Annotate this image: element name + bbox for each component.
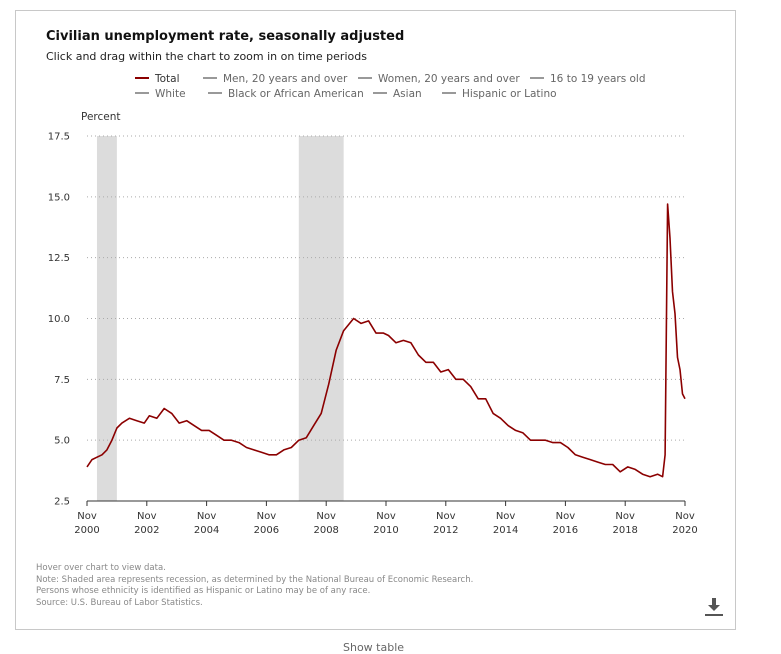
series-line-total — [86, 203, 686, 478]
legend-swatch — [135, 77, 149, 79]
legend-label: 16 to 19 years old — [550, 73, 646, 85]
x-tick-year: 2010 — [373, 525, 398, 536]
download-icon[interactable] — [703, 596, 725, 618]
legend-label: Hispanic or Latino — [462, 88, 557, 100]
x-tick-year: 2004 — [194, 525, 219, 536]
x-tick-year: 2000 — [74, 525, 99, 536]
legend-item-asian[interactable]: Asian — [373, 88, 422, 100]
recession-band — [298, 136, 344, 501]
y-tick-label: 12.5 — [48, 253, 70, 264]
legend-item-hispanic-or-latino[interactable]: Hispanic or Latino — [442, 88, 557, 100]
chart-subtitle: Click and drag within the chart to zoom … — [46, 50, 367, 63]
legend-label: Asian — [393, 88, 422, 100]
chart-panel — [15, 10, 736, 630]
x-tick-year: 2018 — [612, 525, 637, 536]
legend-swatch — [442, 92, 456, 94]
x-tick-month: Nov — [615, 511, 635, 522]
note-ethnicity: Persons whose ethnicity is identified as… — [36, 586, 371, 596]
legend-item-black-or-african-american[interactable]: Black or African American — [208, 88, 364, 100]
legend-swatch — [203, 77, 217, 79]
y-tick-label: 7.5 — [54, 375, 70, 386]
note-source: Source: U.S. Bureau of Labor Statistics. — [36, 597, 203, 608]
chart-notes: Hover over chart to view data. Note: Sha… — [36, 563, 473, 609]
legend-swatch — [373, 92, 387, 94]
chart-title: Civilian unemployment rate, seasonally a… — [46, 29, 405, 44]
x-tick-month: Nov — [496, 511, 516, 522]
legend-label: Black or African American — [228, 88, 364, 100]
y-tick-label: 2.5 — [54, 497, 70, 508]
legend-swatch — [530, 77, 544, 79]
y-tick-label: 17.5 — [48, 132, 70, 143]
x-tick-year: 2016 — [553, 525, 578, 536]
x-tick-year: 2008 — [313, 525, 338, 536]
legend-swatch — [135, 92, 149, 94]
x-tick-month: Nov — [137, 511, 157, 522]
legend-swatch — [208, 92, 222, 94]
x-tick-month: Nov — [376, 511, 396, 522]
legend-item-16-to-19-years-old[interactable]: 16 to 19 years old — [530, 73, 646, 85]
x-tick-year: 2002 — [134, 525, 159, 536]
x-tick-month: Nov — [257, 511, 277, 522]
x-tick-month: Nov — [197, 511, 217, 522]
x-tick-month: Nov — [77, 511, 97, 522]
legend-swatch — [358, 77, 372, 79]
legend-item-women-20-years-and-over[interactable]: Women, 20 years and over — [358, 73, 520, 85]
x-tick-month: Nov — [316, 511, 336, 522]
legend-item-total[interactable]: Total — [135, 73, 180, 85]
y-tick-label: 10.0 — [48, 314, 70, 325]
show-table-link[interactable]: Show table — [343, 641, 405, 654]
x-tick-year: 2012 — [433, 525, 458, 536]
x-tick-year: 2014 — [493, 525, 518, 536]
legend-label: White — [155, 88, 186, 100]
legend-item-men-20-years-and-over[interactable]: Men, 20 years and over — [203, 73, 347, 85]
legend-item-white[interactable]: White — [135, 88, 186, 100]
x-tick-month: Nov — [675, 511, 695, 522]
legend-label: Total — [155, 73, 180, 85]
legend-label: Men, 20 years and over — [223, 73, 348, 85]
x-tick-month: Nov — [436, 511, 456, 522]
y-tick-label: 15.0 — [48, 192, 70, 203]
y-axis-label: Percent — [81, 111, 121, 123]
y-tick-label: 5.0 — [54, 436, 70, 447]
x-tick-year: 2006 — [254, 525, 279, 536]
x-tick-month: Nov — [556, 511, 576, 522]
note-recession: Note: Shaded area represents recession, … — [36, 574, 474, 585]
legend-label: Women, 20 years and over — [378, 73, 520, 85]
recession-band — [96, 136, 117, 501]
x-tick-year: 2020 — [672, 525, 697, 536]
note-hover: Hover over chart to view data. — [36, 563, 166, 573]
